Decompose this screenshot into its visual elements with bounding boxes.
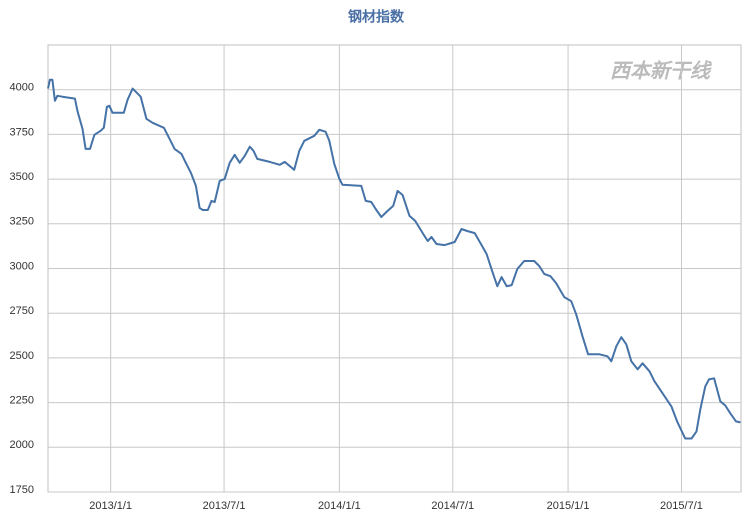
y-tick-label: 3750 (10, 126, 34, 138)
y-tick-label: 2500 (10, 350, 34, 362)
y-tick-label: 1750 (10, 484, 34, 496)
y-tick-label: 3000 (10, 260, 34, 272)
y-tick-label: 3250 (10, 216, 34, 228)
y-tick-label: 2250 (10, 395, 34, 407)
x-tick-label: 2014/7/1 (431, 500, 474, 512)
y-tick-label: 4000 (10, 82, 34, 94)
x-tick-label: 2014/1/1 (318, 500, 361, 512)
chart-title: 钢材指数 (348, 9, 405, 25)
line (47, 78, 741, 440)
x-tick-label: 2013/1/1 (89, 500, 132, 512)
watermark: 西本新干线 (610, 59, 713, 82)
x-tick-label: 2013/7/1 (203, 500, 246, 512)
y-tick-label: 2750 (10, 305, 34, 317)
x-tick-label: 2015/7/1 (660, 500, 703, 512)
y-tick-label: 3500 (10, 171, 34, 183)
y-tick-label: 2000 (10, 439, 34, 451)
x-tick-label: 2015/1/1 (547, 500, 590, 512)
